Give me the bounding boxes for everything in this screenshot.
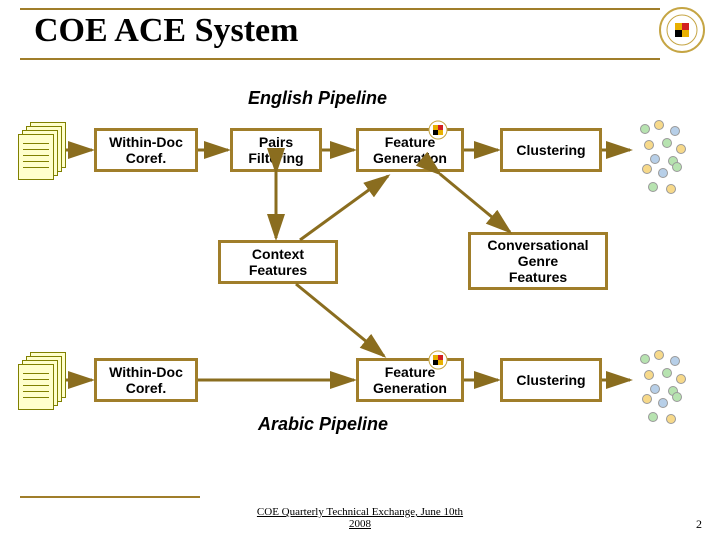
english-pipeline-label: English Pipeline	[248, 88, 387, 109]
doc-stack-english	[18, 122, 68, 182]
slide-number: 2	[696, 517, 702, 532]
footer-text: COE Quarterly Technical Exchange, June 1…	[0, 506, 720, 530]
box-clustering-1: Clustering	[500, 128, 602, 172]
footer-line1: COE Quarterly Technical Exchange, June 1…	[257, 506, 463, 518]
box-clustering-2: Clustering	[500, 358, 602, 402]
arabic-pipeline-label: Arabic Pipeline	[258, 414, 388, 435]
box-context-features: ContextFeatures	[218, 240, 338, 284]
box-within-doc-coref-2: Within-DocCoref.	[94, 358, 198, 402]
umd-seal-logo	[658, 6, 706, 54]
mini-seal-icon	[428, 350, 448, 370]
doc-stack-arabic	[18, 352, 68, 412]
footer-rule	[20, 496, 200, 498]
page-title: COE ACE System	[34, 12, 298, 50]
title-rule-top	[20, 8, 660, 10]
cluster-output-2b	[636, 390, 688, 442]
footer-line2: 2008	[349, 518, 371, 530]
box-conversational-genre-features: ConversationalGenreFeatures	[468, 232, 608, 290]
title-rule-bottom	[20, 58, 660, 60]
mini-seal-icon	[428, 120, 448, 140]
cluster-output-1b	[636, 160, 688, 212]
flow-arrows	[0, 0, 720, 540]
box-within-doc-coref-1: Within-DocCoref.	[94, 128, 198, 172]
box-pairs-filtering: PairsFiltering	[230, 128, 322, 172]
